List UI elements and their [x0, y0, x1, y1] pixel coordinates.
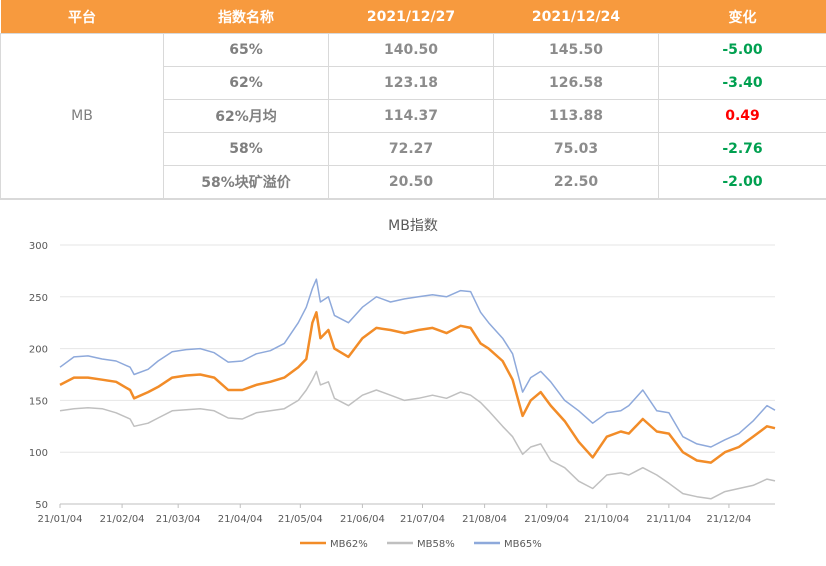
table-header-row: 平台 指数名称 2021/12/27 2021/12/24 变化 — [1, 0, 826, 34]
row-name: 65% — [164, 34, 329, 67]
table-row: MB 65% 140.50 145.50 -5.00 — [1, 34, 826, 67]
series-line-mb58pct — [60, 371, 775, 498]
platform-cell: MB — [1, 34, 164, 199]
y-tick-label: 250 — [29, 293, 48, 304]
x-tick-label: 21/06/04 — [340, 514, 385, 525]
header-change: 变化 — [659, 0, 826, 34]
header-platform: 平台 — [1, 0, 164, 34]
x-tick-label: 21/05/04 — [278, 514, 323, 525]
chart-title: MB指数 — [388, 218, 438, 234]
row-value-1: 123.18 — [329, 67, 494, 100]
row-value-2: 22.50 — [494, 166, 659, 199]
series-line-mb62pct — [60, 312, 775, 462]
row-value-1: 20.50 — [329, 166, 494, 199]
y-tick-label: 200 — [29, 345, 48, 356]
x-tick-label: 21/07/04 — [400, 514, 445, 525]
x-tick-label: 21/03/04 — [156, 514, 201, 525]
x-tick-label: 21/01/04 — [38, 514, 83, 525]
row-name: 62% — [164, 67, 329, 100]
x-tick-label: 21/09/04 — [524, 514, 569, 525]
chart-legend: MB62% MB58% MB65% — [300, 539, 542, 550]
row-value-2: 75.03 — [494, 133, 659, 166]
row-change: -5.00 — [659, 34, 826, 67]
legend-label: MB62% — [330, 539, 368, 550]
row-change: 0.49 — [659, 100, 826, 133]
x-tick-label: 21/10/04 — [584, 514, 629, 525]
header-index-name: 指数名称 — [164, 0, 329, 34]
row-value-1: 114.37 — [329, 100, 494, 133]
x-tick-label: 21/02/04 — [100, 514, 145, 525]
price-table: 平台 指数名称 2021/12/27 2021/12/24 变化 MB 65% … — [0, 0, 826, 199]
legend-label: MB65% — [504, 539, 542, 550]
header-date-1: 2021/12/27 — [329, 0, 494, 34]
legend-label: MB58% — [417, 539, 455, 550]
y-tick-label: 100 — [29, 448, 48, 459]
row-name: 58% — [164, 133, 329, 166]
series-lines — [60, 279, 775, 499]
x-tick-label: 21/11/04 — [646, 514, 691, 525]
y-tick-label: 300 — [29, 241, 48, 252]
row-value-2: 126.58 — [494, 67, 659, 100]
row-value-1: 140.50 — [329, 34, 494, 67]
row-change: -3.40 — [659, 67, 826, 100]
x-axis: 21/01/04 21/02/04 21/03/04 21/04/04 21/05/04… — [38, 504, 775, 525]
y-tick-label: 50 — [35, 500, 48, 511]
row-name: 62%月均 — [164, 100, 329, 133]
series-line-mb65pct — [60, 279, 775, 447]
y-tick-label: 150 — [29, 396, 48, 407]
row-name: 58%块矿溢价 — [164, 166, 329, 199]
x-tick-label: 21/04/04 — [218, 514, 263, 525]
row-value-2: 113.88 — [494, 100, 659, 133]
row-change: -2.76 — [659, 133, 826, 166]
chart-grid — [60, 245, 775, 452]
x-tick-label: 21/08/04 — [462, 514, 507, 525]
row-change: -2.00 — [659, 166, 826, 199]
header-date-2: 2021/12/24 — [494, 0, 659, 34]
row-value-2: 145.50 — [494, 34, 659, 67]
row-value-1: 72.27 — [329, 133, 494, 166]
x-tick-label: 21/12/04 — [706, 514, 751, 525]
y-axis: 50 100 150 200 250 300 — [29, 241, 48, 511]
